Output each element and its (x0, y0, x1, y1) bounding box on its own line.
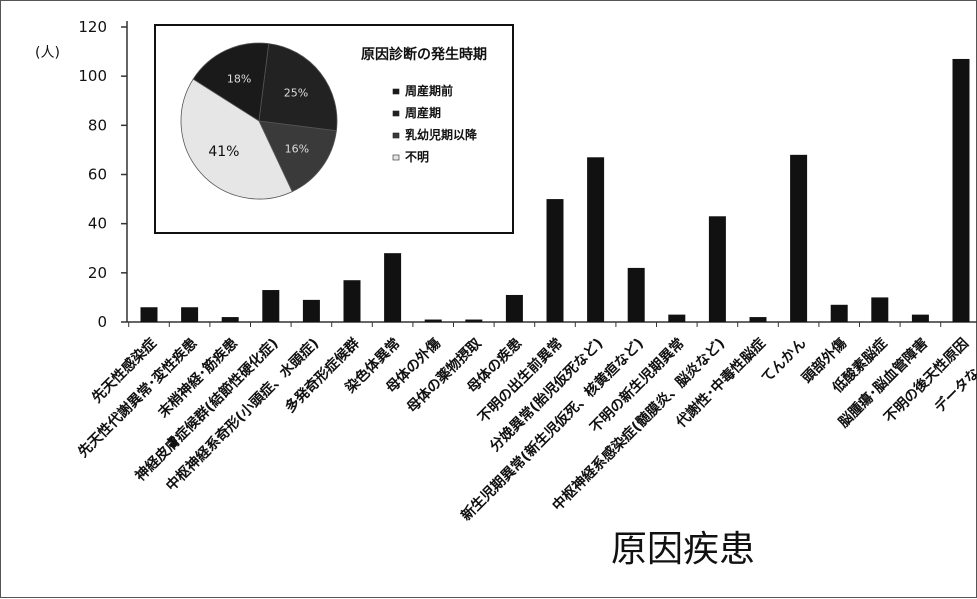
bar (871, 297, 888, 322)
bar (141, 307, 158, 322)
pie-slice-label: 41% (208, 144, 239, 160)
pie-legend-label: 周産期 (405, 105, 441, 120)
pie-title: 原因診断の発生時期 (361, 46, 487, 63)
y-axis-unit-label: (人) (35, 45, 60, 61)
bar-chart-category-labels: 先天性感染症先天性代謝異常･変性疾患末梢神経･筋疾患神経皮膚症候群(結節性硬化症… (75, 334, 977, 524)
bar (344, 280, 361, 322)
y-tick-label: 120 (78, 18, 107, 36)
y-tick-label: 80 (88, 116, 107, 134)
bar (506, 295, 523, 322)
pie-legend-swatch (393, 89, 399, 94)
bar (790, 155, 807, 322)
y-tick-label: 40 (88, 215, 107, 233)
bar (384, 253, 401, 322)
pie-legend-swatch (393, 133, 399, 138)
bar (628, 268, 645, 322)
pie-legend-swatch (393, 111, 399, 116)
bar (425, 320, 442, 322)
bar (465, 320, 482, 322)
pie-slice-label: 25% (284, 86, 308, 99)
bar (262, 290, 279, 322)
y-tick-label: 60 (88, 166, 107, 184)
bar (181, 307, 198, 322)
bar (303, 300, 320, 322)
y-tick-label: 100 (78, 67, 107, 85)
x-category-label: 多発奇形症候群 (282, 335, 363, 416)
bar (668, 315, 685, 322)
pie-slice-label: 16% (285, 143, 309, 156)
y-tick-label: 0 (97, 313, 107, 331)
pie-chart: 18% 25% 16% 41% (181, 43, 337, 199)
pie-legend-label: 乳幼児期以降 (405, 127, 478, 142)
bar (547, 199, 564, 322)
pie-legend-label: 周産期前 (405, 83, 453, 98)
bar (831, 305, 848, 322)
y-tick-label: 20 (88, 264, 107, 282)
main-title: 原因疾患 (611, 529, 755, 570)
bar (222, 317, 239, 322)
bar (953, 59, 970, 322)
bar (587, 157, 604, 322)
pie-legend-label: 不明 (405, 150, 429, 164)
bar (912, 315, 929, 322)
pie-legend-swatch (393, 155, 399, 160)
bar (750, 317, 767, 322)
pie-slice-label: 18% (227, 73, 251, 86)
bar (709, 216, 726, 322)
